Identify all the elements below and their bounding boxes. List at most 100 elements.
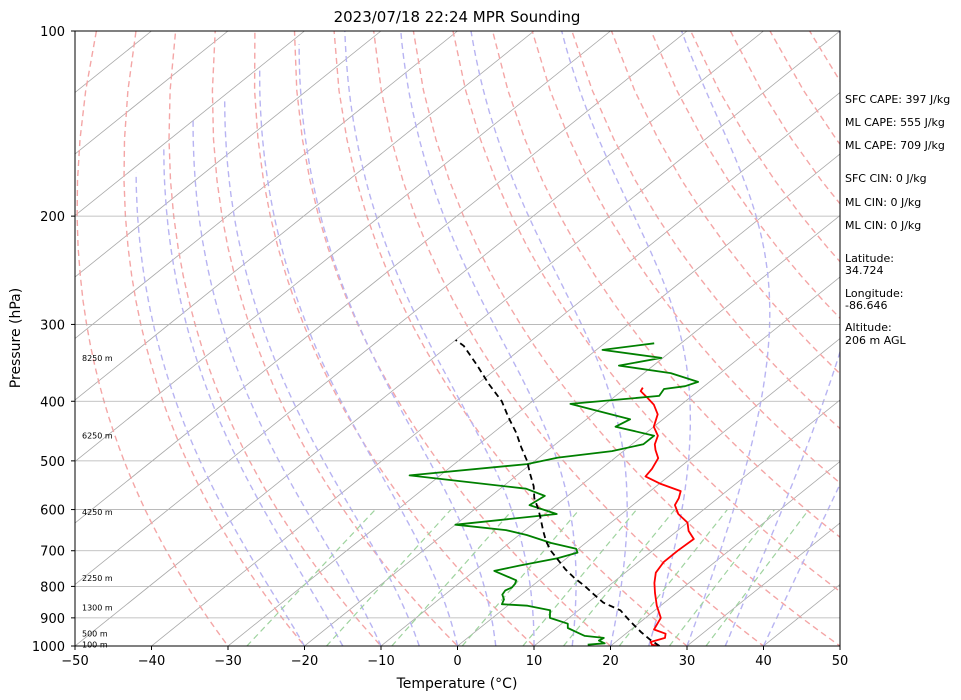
- y-tick-label: 200: [40, 210, 65, 225]
- x-tick-label: 50: [832, 654, 849, 669]
- x-tick-label: −40: [138, 654, 165, 669]
- mixing-ratio-line: [246, 509, 376, 646]
- x-axis-ticks: −50 −40 −30 −20 −10 0 10 20 30 40 50: [61, 646, 848, 669]
- annotation-text: ML CIN: 0 J/kg: [845, 196, 921, 209]
- x-axis-label: Temperature (°C): [396, 676, 518, 692]
- height-label: 1300 m: [82, 603, 113, 612]
- dry-adiabat: [610, 31, 840, 375]
- isotherm-line: [227, 153, 840, 646]
- isotherm-line: [75, 31, 229, 155]
- dry-adiabat: [531, 31, 840, 484]
- height-labels: 100 m 500 m 1300 m 2250 m 4250 m 6250 m 8250 m: [82, 354, 113, 650]
- sounding-annotations: SFC CAPE: 397 J/kg ML CAPE: 555 J/kg ML CA…: [845, 93, 950, 347]
- dry-adiabat: [293, 31, 612, 646]
- mixing-ratio-line: [705, 509, 810, 646]
- dry-adiabat: [253, 31, 536, 646]
- moist-adiabat: [400, 31, 577, 646]
- annotation-text: SFC CIN: 0 J/kg: [845, 172, 927, 185]
- isotherm-line: [380, 276, 840, 646]
- y-tick-label: 500: [40, 455, 65, 470]
- y-tick-label: 100: [40, 25, 65, 40]
- y-axis-label: Pressure (hPa): [8, 288, 24, 388]
- annotation-text: Altitude:: [845, 321, 892, 334]
- height-label: 4250 m: [82, 508, 113, 517]
- isotherm-line: [75, 31, 382, 278]
- isotherm-line: [75, 31, 458, 340]
- isotherm-line: [686, 522, 840, 646]
- dry-adiabat: [333, 31, 689, 646]
- y-tick-label: 1000: [32, 640, 65, 655]
- moist-adiabat: [224, 101, 420, 646]
- dry-adiabat: [123, 31, 306, 646]
- annotation-text: Longitude:: [845, 287, 903, 300]
- moist-adiabat: [298, 43, 497, 646]
- y-tick-label: 600: [40, 504, 65, 519]
- moist-adiabat: [561, 31, 692, 646]
- height-label: 2250 m: [82, 574, 113, 583]
- isotherm-line: [75, 31, 840, 646]
- dry-adiabat: [76, 31, 229, 646]
- x-tick-label: 30: [679, 654, 696, 669]
- dry-adiabat: [211, 31, 459, 646]
- x-tick-label: 20: [602, 654, 619, 669]
- sounding-traces: [408, 339, 699, 646]
- x-tick-label: 40: [755, 654, 772, 669]
- moist-adiabat: [724, 31, 840, 646]
- annotation-text: SFC CAPE: 397 J/kg: [845, 93, 950, 106]
- dry-adiabat: [650, 31, 840, 320]
- mixing-ratio-line: [618, 509, 728, 646]
- height-label: 500 m: [82, 630, 108, 639]
- x-tick-label: −50: [61, 654, 88, 669]
- isotherm-line: [533, 399, 840, 646]
- y-tick-label: 900: [40, 612, 65, 627]
- isotherm-line: [151, 91, 840, 646]
- height-label: 6250 m: [82, 432, 113, 441]
- isotherm-line: [75, 31, 688, 524]
- annotation-text: ML CAPE: 709 J/kg: [845, 139, 945, 152]
- isotherm-line: [75, 31, 764, 586]
- isotherm-line: [610, 460, 840, 646]
- dry-adiabat: [452, 31, 840, 593]
- dry-adiabat: [168, 31, 382, 646]
- moist-adiabat: [680, 31, 771, 646]
- x-tick-label: 10: [526, 654, 543, 669]
- annotation-text: 34.724: [845, 264, 884, 277]
- annotation-text: Latitude:: [845, 252, 894, 265]
- x-tick-label: 0: [453, 654, 461, 669]
- moist-adiabat: [163, 148, 344, 646]
- moist-adiabat: [470, 31, 628, 646]
- annotation-text: ML CAPE: 555 J/kg: [845, 116, 945, 129]
- y-tick-label: 700: [40, 545, 65, 560]
- moist-adiabat: [192, 120, 382, 646]
- dry-adiabat: [571, 31, 840, 430]
- dry-adiabat: [491, 31, 840, 539]
- moist-adiabat: [259, 68, 459, 646]
- y-tick-label: 800: [40, 580, 65, 595]
- dewpoint-trace: [408, 342, 699, 646]
- dry-adiabat: [412, 31, 840, 646]
- x-tick-label: −10: [367, 654, 394, 669]
- height-label: 100 m: [82, 641, 108, 650]
- isotherm-line: [457, 337, 840, 646]
- y-tick-label: 300: [40, 318, 65, 333]
- background-lines: [75, 31, 840, 646]
- chart-title: 2023/07/18 22:24 MPR Sounding: [334, 8, 581, 26]
- isotherm-line: [75, 31, 611, 463]
- y-tick-label: 400: [40, 395, 65, 410]
- isotherm-line: [304, 214, 840, 646]
- mixing-ratio-line: [391, 509, 514, 646]
- y-axis-ticks: 1000 900 800 700 600 500 400 300 200 100: [32, 25, 75, 655]
- x-tick-label: −30: [214, 654, 241, 669]
- height-label: 8250 m: [82, 354, 113, 363]
- isotherm-line: [75, 31, 535, 401]
- mixing-ratio-line: [668, 509, 775, 646]
- mixing-ratio-line: [326, 509, 452, 646]
- parcel-trace: [455, 339, 661, 646]
- annotation-text: 206 m AGL: [845, 334, 907, 347]
- x-tick-label: −20: [291, 654, 318, 669]
- temperature-trace: [639, 387, 695, 646]
- annotation-text: -86.646: [845, 299, 887, 312]
- annotation-text: ML CIN: 0 J/kg: [845, 219, 921, 232]
- dry-adiabat: [373, 31, 765, 646]
